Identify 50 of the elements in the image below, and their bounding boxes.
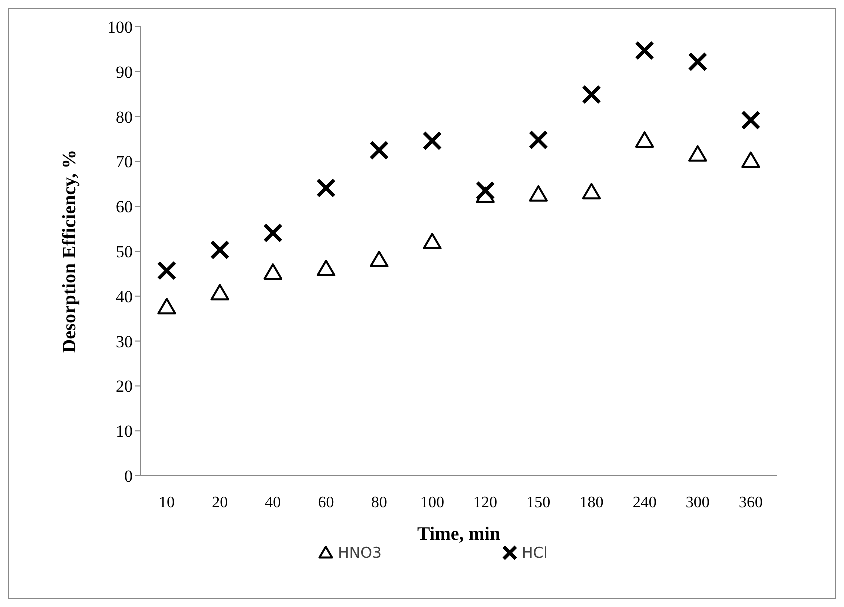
point	[422, 131, 442, 151]
point	[423, 233, 442, 250]
legend-label: HNO3	[338, 544, 382, 562]
point	[370, 140, 390, 160]
x-axis-title: Time, min	[417, 524, 501, 545]
point	[688, 146, 708, 162]
y-tick-label: 20	[116, 377, 133, 396]
y-tick-label: 50	[116, 242, 133, 262]
point	[158, 298, 176, 315]
y-tick-label: 90	[116, 62, 133, 82]
x-tick-label: 10	[159, 494, 175, 512]
point	[742, 152, 760, 168]
x-tick-label: 150	[526, 494, 551, 512]
point	[264, 264, 283, 280]
x-tick-label: 240	[632, 494, 657, 512]
x-tick-label: 360	[739, 494, 763, 512]
point	[370, 251, 389, 268]
point	[476, 181, 496, 201]
y-tick-label: 60	[116, 198, 133, 217]
point	[635, 132, 654, 148]
point	[582, 85, 602, 105]
x-tick-label: 60	[318, 494, 334, 512]
x-tick-label: 180	[580, 494, 604, 512]
y-tick-label: 40	[116, 287, 133, 306]
point	[263, 223, 283, 243]
legend-label: HCl	[522, 544, 548, 562]
y-tick-label: 100	[108, 18, 133, 38]
y-tick-label: 30	[116, 332, 133, 352]
point	[157, 261, 177, 281]
x-tick-label: 40	[265, 494, 282, 512]
point	[688, 52, 708, 72]
point	[210, 284, 230, 301]
y-tick-label: 10	[116, 422, 133, 442]
x-tick-label: 100	[420, 494, 444, 512]
point	[316, 178, 336, 198]
x-tick-label: 300	[686, 494, 710, 512]
point	[582, 183, 602, 200]
point	[741, 110, 761, 130]
y-tick-label: 80	[116, 108, 133, 127]
point	[316, 260, 336, 276]
y-tick-label: 0	[124, 467, 133, 486]
x-tick-label: 120	[474, 494, 498, 512]
x-tick-label: 20	[212, 494, 228, 512]
y-axis-title: Desorption Efficiency, %	[60, 150, 81, 354]
point	[529, 185, 548, 202]
point	[528, 130, 548, 150]
point	[635, 41, 655, 61]
x-tick-label: 80	[371, 494, 388, 512]
point	[210, 240, 230, 260]
y-tick-label: 70	[116, 152, 133, 172]
